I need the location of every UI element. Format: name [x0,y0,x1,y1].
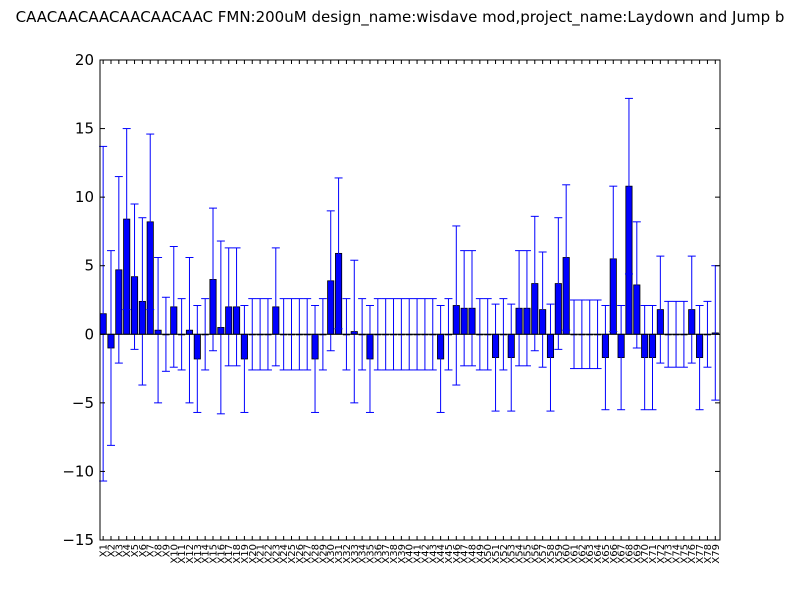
y-tick-label: 10 [75,188,94,206]
x-tick-label-X56: X56 [530,544,541,564]
x-tick-label-X34: X34 [358,544,369,564]
x-tick-label-X44: X44 [436,544,447,564]
y-tick-label: −15 [62,531,94,549]
x-tick-label-X14: X14 [201,544,212,564]
x-tick-label-X18: X18 [232,544,243,564]
x-axis: X1X2X3X4X5X6X7X8X9X10X11X12X13X14X15X16X… [99,60,722,564]
x-tick-label-X58: X58 [546,544,557,564]
x-tick-label-X50: X50 [483,544,494,564]
x-tick-label-X60: X60 [562,544,573,564]
x-tick-label-X6: X6 [138,544,149,557]
x-tick-label-X67: X67 [617,544,628,564]
y-axis: −15 −10 −5 0 5 10 15 20 [62,51,720,549]
x-tick-label-X53: X53 [507,544,518,564]
x-tick-label-X29: X29 [318,544,329,564]
x-tick-label-X15: X15 [209,544,220,564]
x-tick-label-X27: X27 [303,544,314,564]
x-tick-label-X7: X7 [146,544,157,557]
x-tick-label-X36: X36 [373,544,384,564]
x-tick-label-X42: X42 [420,544,431,564]
x-tick-label-X62: X62 [577,544,588,564]
x-tick-label-X1: X1 [99,544,110,557]
x-tick-label-X65: X65 [601,544,612,564]
x-tick-label-X69: X69 [632,544,643,564]
y-tick-label: 15 [75,120,94,138]
x-tick-label-X4: X4 [122,544,133,557]
x-tick-label-X76: X76 [687,544,698,564]
x-tick-label-X9: X9 [161,544,172,557]
x-tick-label-X25: X25 [287,544,298,564]
x-tick-label-X43: X43 [428,544,439,564]
x-tick-label-X12: X12 [185,544,196,564]
x-tick-label-X66: X66 [609,544,620,564]
x-tick-label-X11: X11 [177,544,188,564]
x-tick-label-X64: X64 [593,544,604,564]
x-tick-label-X2: X2 [106,544,117,557]
y-tick-label: −10 [62,462,94,480]
x-tick-label-X16: X16 [216,544,227,564]
x-tick-label-X13: X13 [193,544,204,564]
y-tick-label: 5 [84,257,94,275]
x-tick-label-X52: X52 [499,544,510,564]
x-tick-label-X24: X24 [279,544,290,564]
x-tick-label-X30: X30 [326,544,337,564]
x-tick-label-X33: X33 [350,544,361,564]
x-tick-label-X3: X3 [114,544,125,557]
x-tick-label-X5: X5 [130,544,141,557]
x-tick-label-X32: X32 [342,544,353,564]
x-tick-label-X40: X40 [405,544,416,564]
x-tick-label-X47: X47 [460,544,471,564]
x-tick-label-X49: X49 [475,544,486,564]
x-tick-label-X54: X54 [515,544,526,564]
x-tick-label-X57: X57 [538,544,549,564]
x-tick-label-X37: X37 [381,544,392,564]
y-tick-label: 20 [75,51,94,69]
x-tick-label-X31: X31 [334,544,345,564]
y-tick-label: −5 [72,394,94,412]
x-tick-label-X63: X63 [585,544,596,564]
x-tick-label-X35: X35 [365,544,376,564]
x-tick-label-X48: X48 [468,544,479,564]
x-tick-label-X73: X73 [664,544,675,564]
x-tick-label-X10: X10 [169,544,180,564]
x-tick-label-X68: X68 [624,544,635,564]
x-tick-label-X41: X41 [413,544,424,564]
x-tick-label-X59: X59 [554,544,565,564]
x-tick-label-X61: X61 [570,544,581,564]
x-tick-label-X79: X79 [711,544,722,564]
x-tick-label-X23: X23 [271,544,282,564]
x-tick-label-X26: X26 [295,544,306,564]
x-tick-label-X77: X77 [695,544,706,564]
x-tick-label-X21: X21 [256,544,267,564]
chart-title: CAACAACAACAACAACAAC FMN:200uM design_nam… [15,8,785,26]
plot-frame [99,59,721,541]
x-tick-label-X71: X71 [648,544,659,564]
x-tick-label-X46: X46 [452,544,463,564]
x-tick-label-X17: X17 [224,544,235,564]
x-tick-label-X20: X20 [248,544,259,564]
x-tick-label-X55: X55 [522,544,533,564]
y-tick-label: 0 [84,325,94,343]
x-tick-label-X74: X74 [672,544,683,564]
x-tick-label-X22: X22 [263,544,274,564]
x-tick-label-X72: X72 [656,544,667,564]
x-tick-label-X75: X75 [679,544,690,564]
x-tick-label-X39: X39 [397,544,408,564]
x-tick-label-X28: X28 [311,544,322,564]
x-tick-label-X38: X38 [389,544,400,564]
x-tick-label-X8: X8 [154,544,165,557]
x-tick-label-X19: X19 [240,544,251,564]
x-tick-label-X51: X51 [491,544,502,564]
x-tick-label-X78: X78 [703,544,714,564]
x-tick-label-X70: X70 [640,544,651,564]
x-tick-label-X45: X45 [444,544,455,564]
